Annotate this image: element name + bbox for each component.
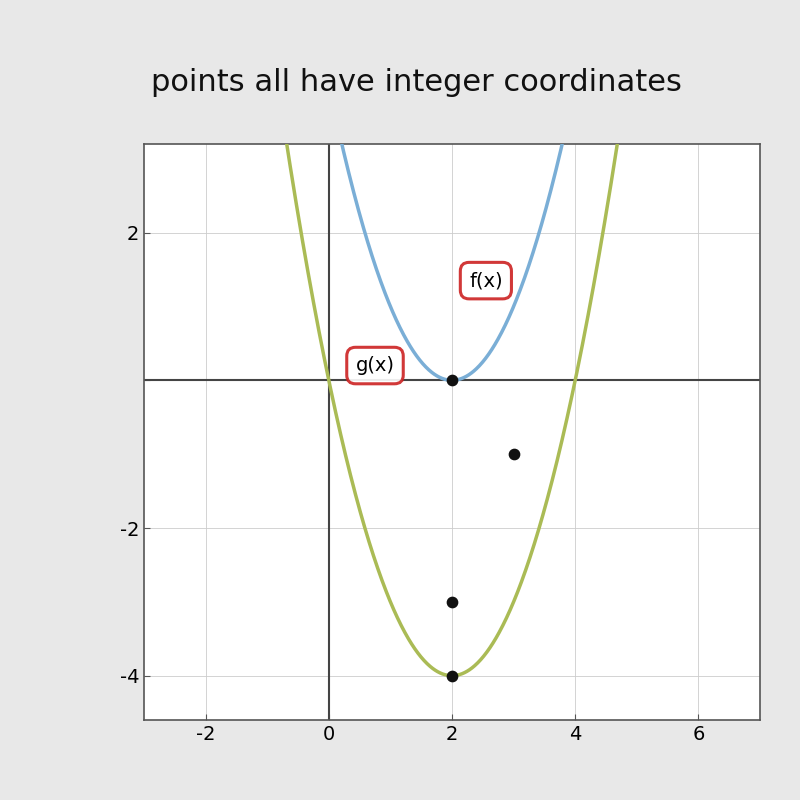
Text: f(x): f(x) [469, 271, 502, 290]
Point [446, 374, 458, 386]
Point [446, 595, 458, 608]
Text: g(x): g(x) [355, 356, 394, 375]
Point [507, 448, 520, 461]
Point [446, 670, 458, 682]
Text: points all have integer coordinates: points all have integer coordinates [150, 68, 682, 97]
